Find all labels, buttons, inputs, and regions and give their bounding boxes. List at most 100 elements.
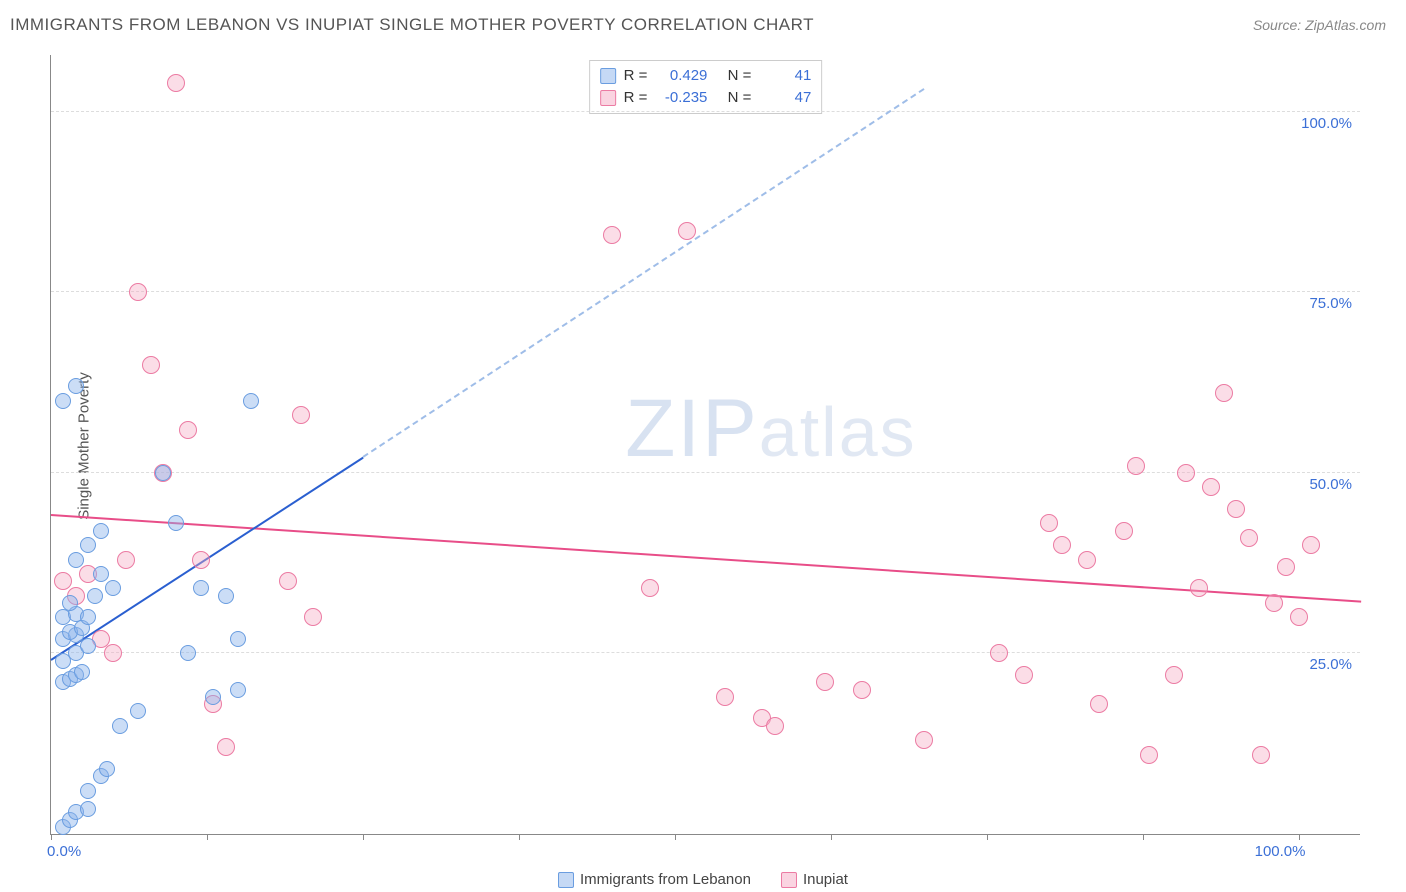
- data-point: [1215, 384, 1233, 402]
- data-point: [168, 515, 184, 531]
- data-point: [74, 664, 90, 680]
- x-tick-label: 100.0%: [1255, 843, 1306, 860]
- data-point: [68, 378, 84, 394]
- data-point: [167, 74, 185, 92]
- data-point: [1227, 500, 1245, 518]
- data-point: [853, 681, 871, 699]
- watermark: ZIPatlas: [625, 382, 916, 476]
- data-point: [766, 717, 784, 735]
- stats-row-series-b: R = -0.235 N = 47: [600, 87, 812, 109]
- data-point: [193, 580, 209, 596]
- data-point: [990, 644, 1008, 662]
- data-point: [1290, 608, 1308, 626]
- y-tick-label: 100.0%: [1301, 115, 1352, 132]
- data-point: [1115, 522, 1133, 540]
- data-point: [1277, 558, 1295, 576]
- data-point: [80, 638, 96, 654]
- data-point: [80, 801, 96, 817]
- swatch-icon: [558, 872, 574, 888]
- data-point: [68, 552, 84, 568]
- chart-title: IMMIGRANTS FROM LEBANON VS INUPIAT SINGL…: [10, 15, 814, 34]
- data-point: [716, 688, 734, 706]
- x-tick: [207, 834, 208, 840]
- swatch-series-b: [600, 90, 616, 106]
- data-point: [93, 566, 109, 582]
- data-point: [243, 393, 259, 409]
- data-point: [1078, 551, 1096, 569]
- data-point: [1040, 514, 1058, 532]
- legend-item-a: Immigrants from Lebanon: [558, 871, 751, 888]
- data-point: [112, 718, 128, 734]
- swatch-series-a: [600, 68, 616, 84]
- data-point: [1015, 666, 1033, 684]
- data-point: [292, 406, 310, 424]
- y-tick-label: 50.0%: [1309, 476, 1352, 493]
- data-point: [93, 523, 109, 539]
- x-tick: [51, 834, 52, 840]
- data-point: [180, 645, 196, 661]
- data-point: [230, 682, 246, 698]
- data-point: [205, 689, 221, 705]
- x-tick: [363, 834, 364, 840]
- x-tick: [519, 834, 520, 840]
- gridline: [51, 652, 1360, 653]
- x-tick: [1143, 834, 1144, 840]
- legend: Immigrants from Lebanon Inupiat: [0, 871, 1406, 888]
- legend-item-b: Inupiat: [781, 871, 848, 888]
- data-point: [62, 595, 78, 611]
- data-point: [142, 356, 160, 374]
- data-point: [1127, 457, 1145, 475]
- data-point: [80, 537, 96, 553]
- data-point: [1165, 666, 1183, 684]
- x-tick: [675, 834, 676, 840]
- gridline: [51, 291, 1360, 292]
- stats-row-series-a: R = 0.429 N = 41: [600, 65, 812, 87]
- data-point: [129, 283, 147, 301]
- data-point: [1177, 464, 1195, 482]
- x-tick: [1299, 834, 1300, 840]
- data-point: [55, 393, 71, 409]
- data-point: [1053, 536, 1071, 554]
- data-point: [105, 580, 121, 596]
- data-point: [80, 609, 96, 625]
- data-point: [80, 783, 96, 799]
- data-point: [155, 465, 171, 481]
- correlation-stats-box: R = 0.429 N = 41 R = -0.235 N = 47: [589, 60, 823, 114]
- data-point: [104, 644, 122, 662]
- data-point: [1302, 536, 1320, 554]
- data-point: [1140, 746, 1158, 764]
- data-point: [915, 731, 933, 749]
- data-point: [304, 608, 322, 626]
- data-point: [192, 551, 210, 569]
- data-point: [99, 761, 115, 777]
- trend-line: [362, 88, 925, 458]
- y-tick-label: 75.0%: [1309, 295, 1352, 312]
- data-point: [678, 222, 696, 240]
- source-label: Source: ZipAtlas.com: [1253, 17, 1386, 33]
- swatch-icon: [781, 872, 797, 888]
- x-tick: [831, 834, 832, 840]
- trend-line: [51, 514, 1361, 603]
- data-point: [1252, 746, 1270, 764]
- data-point: [230, 631, 246, 647]
- gridline: [51, 111, 1360, 112]
- y-tick-label: 25.0%: [1309, 656, 1352, 673]
- data-point: [130, 703, 146, 719]
- data-point: [117, 551, 135, 569]
- data-point: [1265, 594, 1283, 612]
- data-point: [816, 673, 834, 691]
- x-tick: [987, 834, 988, 840]
- data-point: [1202, 478, 1220, 496]
- gridline: [51, 472, 1360, 473]
- data-point: [641, 579, 659, 597]
- scatter-plot: ZIPatlas R = 0.429 N = 41 R = -0.235 N =…: [50, 55, 1360, 835]
- data-point: [603, 226, 621, 244]
- data-point: [279, 572, 297, 590]
- data-point: [218, 588, 234, 604]
- data-point: [179, 421, 197, 439]
- data-point: [1240, 529, 1258, 547]
- data-point: [1090, 695, 1108, 713]
- data-point: [1190, 579, 1208, 597]
- data-point: [87, 588, 103, 604]
- x-tick-label: 0.0%: [47, 843, 81, 860]
